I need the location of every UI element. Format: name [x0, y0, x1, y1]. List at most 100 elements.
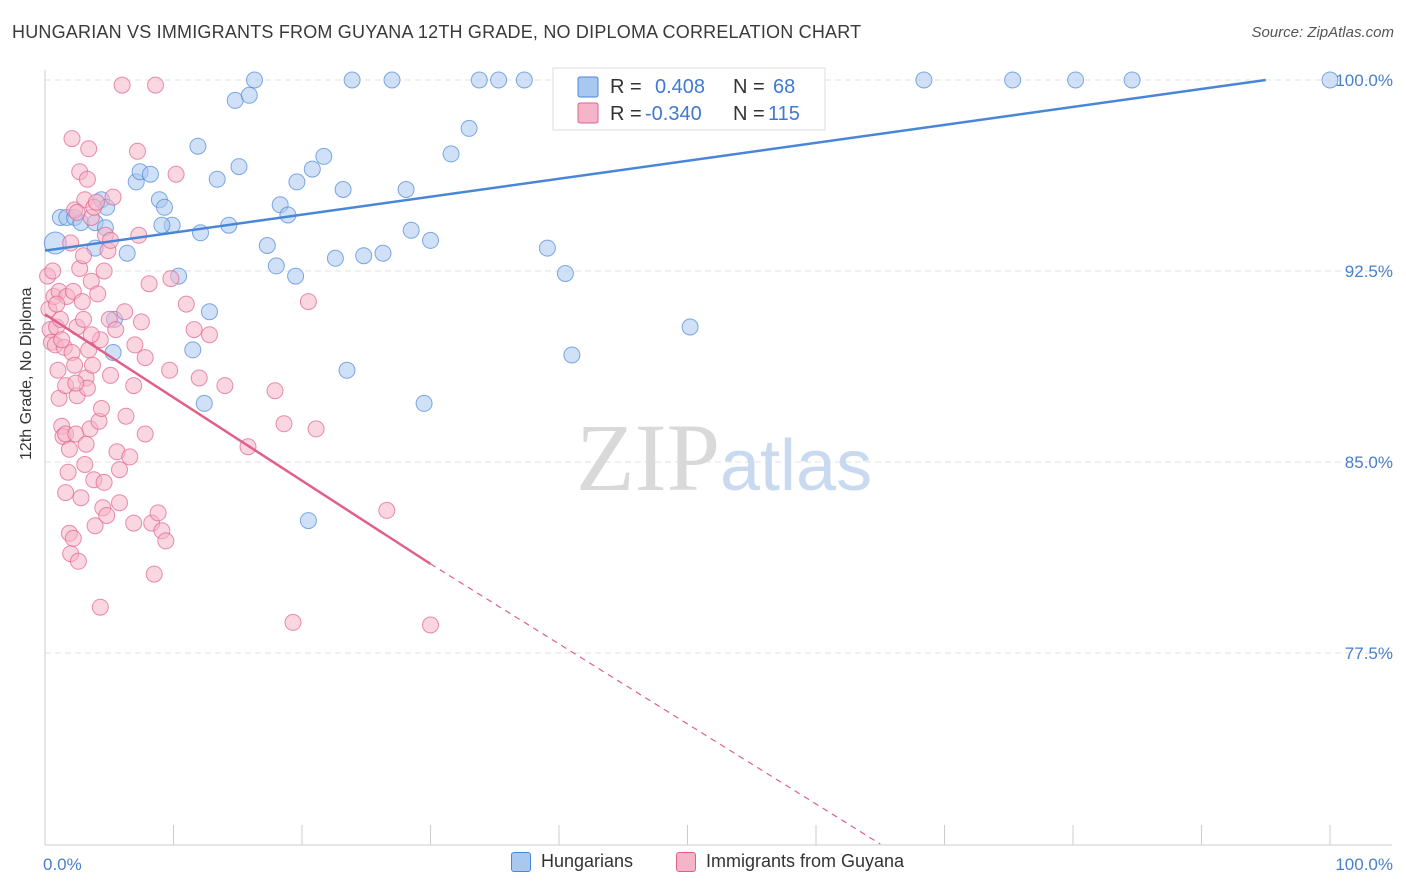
y-tick-label: 85.0% — [1345, 453, 1393, 472]
hungarians-point — [563, 346, 581, 364]
guyana-point — [113, 76, 131, 94]
guyana-point — [190, 369, 208, 387]
y-tick-label: 77.5% — [1345, 644, 1393, 663]
guyana-points — [39, 76, 439, 634]
legend-swatch-guyana — [577, 102, 599, 124]
guyana-point — [129, 142, 146, 160]
hungarians-point — [315, 147, 333, 165]
hungarians-point — [156, 198, 173, 216]
guyana-point — [422, 616, 439, 634]
guyana-point — [167, 165, 185, 183]
hungarians-point — [226, 91, 244, 109]
trend-lines — [44, 78, 1266, 845]
x-tick-label: 0.0% — [43, 855, 82, 874]
guyana-point — [91, 598, 109, 616]
guyana-point — [275, 415, 293, 433]
guyana-point — [132, 313, 150, 331]
chart-title: HUNGARIAN VS IMMIGRANTS FROM GUYANA 12TH… — [12, 22, 862, 42]
hungarians-point — [355, 247, 373, 265]
watermark-zip: ZIP — [576, 404, 720, 511]
hungarians-trend-line — [44, 78, 1266, 252]
guyana-point — [63, 130, 81, 148]
hungarians-point — [240, 86, 258, 104]
guyana-point — [98, 507, 116, 524]
legend-n-value-hungarians: 68 — [773, 76, 795, 98]
guyana-point — [93, 400, 110, 417]
hungarians-point — [334, 181, 352, 198]
hungarians-point — [397, 181, 415, 198]
guyana-point — [136, 425, 154, 443]
guyana-point — [157, 532, 175, 550]
guyana-point — [57, 484, 75, 502]
hungarians-point — [681, 318, 699, 336]
guyana-point — [130, 226, 148, 244]
guyana-point — [107, 321, 125, 339]
series-legend: Hungarians Immigrants from Guyana — [0, 851, 1406, 879]
legend-swatch-hungarians — [511, 851, 531, 872]
guyana-point — [111, 461, 128, 479]
hungarians-point — [470, 71, 488, 89]
hungarians-point — [326, 249, 344, 267]
hungarians-point — [208, 170, 226, 188]
guyana-point — [76, 456, 94, 473]
hungarians-point — [267, 257, 285, 275]
guyana-point — [116, 303, 134, 321]
legend-item-guyana[interactable]: Immigrants from Guyana — [676, 851, 904, 872]
guyana-point — [102, 366, 119, 384]
guyana-point — [68, 203, 86, 221]
guyana-point — [60, 440, 78, 458]
hungarians-point — [1067, 71, 1085, 89]
guyana-point — [48, 295, 66, 313]
guyana-point — [64, 529, 82, 547]
x-tick-label: 100.0% — [1335, 855, 1393, 874]
guyana-point — [69, 552, 87, 570]
source-label: Source: ZipAtlas.com — [1251, 24, 1394, 41]
guyana-point — [95, 473, 113, 491]
guyana-point — [307, 420, 325, 438]
legend-label-guyana: Immigrants from Guyana — [706, 851, 905, 871]
hungarians-point — [246, 71, 263, 89]
guyana-point — [299, 293, 317, 311]
hungarians-point — [383, 71, 401, 89]
guyana-point — [89, 285, 107, 303]
hungarians-point — [1123, 71, 1141, 89]
hungarians-point — [556, 265, 574, 282]
hungarians-point — [915, 71, 933, 89]
hungarians-point — [460, 119, 478, 137]
hungarians-point — [118, 244, 136, 262]
guyana-point — [73, 293, 91, 311]
guyana-point — [67, 374, 85, 392]
guyana-point — [185, 321, 203, 339]
guyana-point — [117, 407, 135, 425]
hungarians-point — [153, 216, 171, 234]
legend-item-hungarians[interactable]: Hungarians — [511, 851, 633, 872]
guyana-point — [53, 331, 71, 349]
guyana-point — [78, 170, 96, 188]
legend-swatch-guyana — [676, 851, 696, 872]
hungarians-point — [415, 394, 433, 412]
guyana-point — [147, 76, 164, 94]
guyana-point — [121, 448, 139, 466]
legend-r-value-hungarians: 0.408 — [655, 76, 705, 98]
legend-r-label: R = — [610, 103, 642, 125]
hungarians-point — [1321, 71, 1339, 89]
hungarians-point — [343, 71, 361, 89]
hungarians-point — [538, 239, 556, 257]
guyana-point — [378, 501, 396, 519]
guyana-point — [95, 262, 113, 280]
hungarians-point — [287, 267, 305, 285]
guyana-point — [66, 356, 84, 374]
hungarians-point — [338, 361, 356, 379]
guyana-point — [87, 193, 105, 211]
legend-swatch-hungarians — [577, 76, 599, 98]
guyana-point — [75, 310, 92, 328]
y-tick-label: 92.5% — [1345, 262, 1393, 281]
hungarians-point — [1004, 71, 1022, 89]
guyana-trend-extension — [430, 563, 881, 845]
guyana-point — [201, 326, 218, 344]
legend-r-label: R = — [610, 76, 642, 98]
stats-legend: R = 0.408 N = 68 R = -0.340 N = 115 — [552, 67, 826, 131]
hungarians-point — [303, 160, 321, 178]
hungarians-point — [258, 237, 276, 254]
